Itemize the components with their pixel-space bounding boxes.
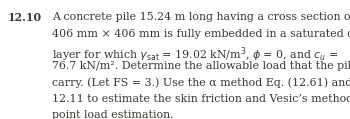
Text: 12.10: 12.10 [8, 12, 42, 23]
Text: 76.7 kN/m². Determine the allowable load that the pile can: 76.7 kN/m². Determine the allowable load… [52, 61, 350, 71]
Text: 12.11 to estimate the skin friction and Vesic’s method for: 12.11 to estimate the skin friction and … [52, 94, 350, 104]
Text: carry. (Let FS = 3.) Use the α method Eq. (12.61) and Table: carry. (Let FS = 3.) Use the α method Eq… [52, 78, 350, 88]
Text: layer for which $\gamma_{\rm sat}$ = 19.02 kN/m$^3$, $\phi$ = 0, and $c_u$ =: layer for which $\gamma_{\rm sat}$ = 19.… [52, 45, 338, 64]
Text: point load estimation.: point load estimation. [52, 110, 173, 119]
Text: A concrete pile 15.24 m long having a cross section of: A concrete pile 15.24 m long having a cr… [52, 12, 350, 22]
Text: 406 mm × 406 mm is fully embedded in a saturated clay: 406 mm × 406 mm is fully embedded in a s… [52, 29, 350, 39]
